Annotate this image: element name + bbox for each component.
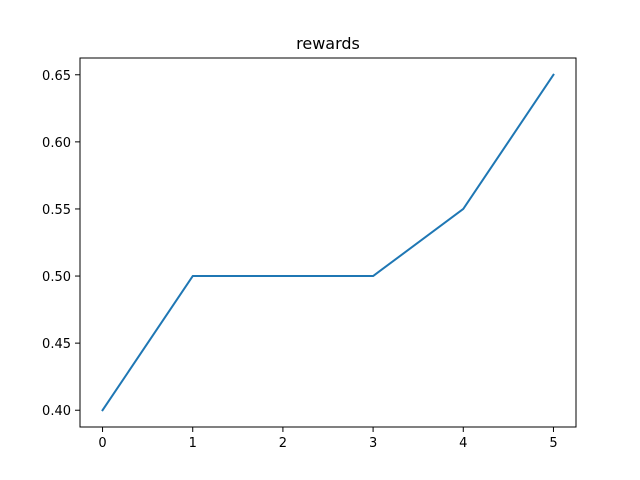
y-tick-label: 0.65	[42, 69, 71, 84]
y-tick-label: 0.40	[42, 404, 71, 419]
chart-title: rewards	[296, 34, 360, 53]
plot-frame	[79, 57, 577, 428]
y-tick-label: 0.45	[42, 337, 71, 352]
y-axis-ticks: 0.40 0.45 0.50 0.55 0.60 0.65	[42, 69, 80, 419]
y-tick-label: 0.55	[42, 203, 71, 218]
x-tick-label: 0	[98, 436, 106, 451]
series-line-rewards	[101, 73, 555, 412]
x-tick-label: 1	[189, 436, 197, 451]
x-tick-label: 5	[549, 436, 557, 451]
y-tick-label: 0.50	[42, 270, 71, 285]
x-tick-label: 4	[459, 436, 467, 451]
x-axis-ticks: 0 1 2 3 4 5	[98, 427, 558, 451]
y-tick-label: 0.60	[42, 136, 71, 151]
x-tick-label: 3	[369, 436, 377, 451]
x-tick-label: 2	[279, 436, 287, 451]
